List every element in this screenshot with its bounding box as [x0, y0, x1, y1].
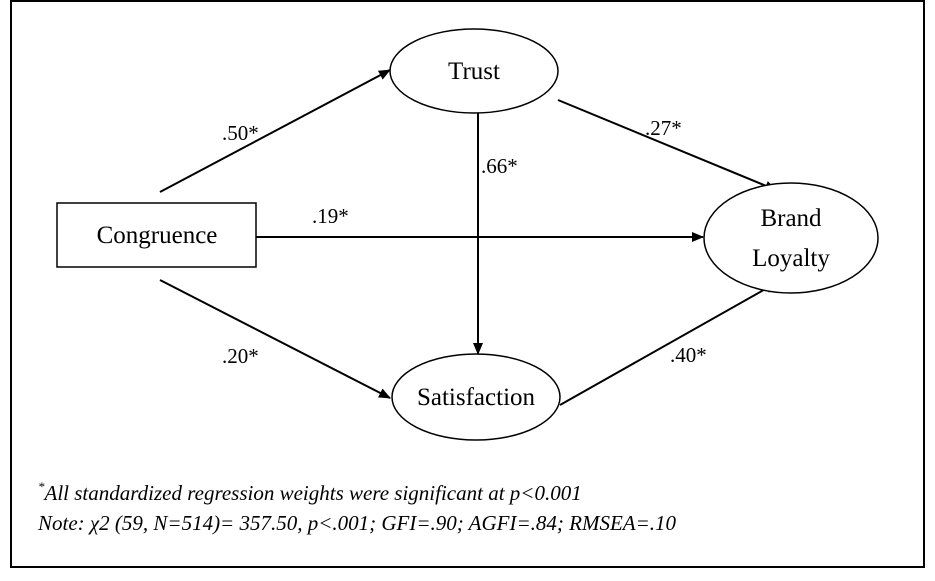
- footnote-marker: *: [38, 479, 45, 494]
- edge-label: .20*: [222, 344, 259, 368]
- edge-label: .50*: [222, 121, 259, 145]
- edge-label: .40*: [670, 343, 707, 367]
- edge-label: .19*: [312, 204, 349, 228]
- node-label: Congruence: [97, 222, 218, 249]
- node-label: Loyalty: [752, 245, 830, 272]
- node-ellipse: [391, 353, 561, 441]
- frame: [10, 0, 925, 568]
- node-label: Trust: [448, 58, 500, 85]
- edge-arrow: [159, 69, 391, 193]
- edge-label: .66*: [481, 154, 518, 178]
- footnote-text: All standardized regression weights were…: [43, 481, 582, 505]
- footnote: *All standardized regression weights wer…: [38, 479, 582, 505]
- edge-label: .27*: [645, 116, 682, 140]
- node-box: [56, 202, 257, 268]
- node-label: Satisfaction: [417, 384, 536, 411]
- node-ellipse: [703, 182, 879, 294]
- edge-arrow: [559, 282, 777, 406]
- fit-note: Note: χ2 (59, N=514)= 357.50, p<.001; GF…: [37, 511, 677, 535]
- node-label: Brand: [760, 205, 822, 232]
- edge-arrow: [159, 279, 391, 399]
- edge-arrow: [557, 99, 777, 191]
- node-ellipse: [389, 28, 559, 114]
